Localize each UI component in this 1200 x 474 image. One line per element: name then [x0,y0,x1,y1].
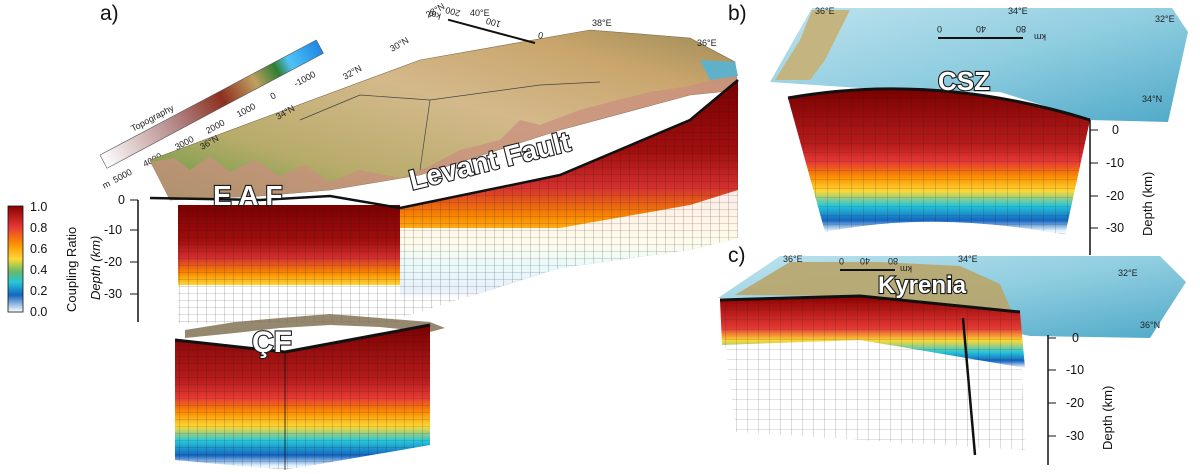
panel-b-letter: b) [728,2,747,25]
panel-a: a) 5000 4000 3000 2000 1000 0 -1000 Topo… [88,1,739,470]
coupling-tick-0.6: 0.6 [30,242,47,256]
topo-tick-0: 0 [268,90,277,101]
cf-block [174,314,445,470]
lon-b-36: 36°E [815,6,835,16]
coupling-tick-0.8: 0.8 [30,221,47,235]
lon-b-32: 32°E [1155,14,1175,24]
depth-b-0: 0 [1112,123,1119,137]
kyrenia-fault-branch [961,317,977,456]
land-b [775,10,850,80]
depth-b-30: -30 [1106,221,1124,235]
panel-c-letter: c) [728,244,746,267]
panel-a-letter: a) [100,2,119,25]
depth-a-label: Depth (km) [88,236,103,300]
lon-c-32: 32°E [1118,268,1138,278]
depth-axis-a: 0 -10 -20 -30 Depth (km) [88,193,139,322]
scale-a-100: 100 [485,16,502,30]
csz-trench [787,87,1091,122]
map-surface-b [770,8,1188,122]
lon-b-34: 34°E [1008,6,1028,16]
depth-c-10: -10 [1066,363,1084,377]
coupling-tick-0.4: 0.4 [30,263,47,277]
lon-label-40: 40°E [470,8,490,18]
eaf-block [149,194,401,323]
scale-a-0: 0 [537,30,544,41]
scale-a-200: 200 [444,5,461,19]
depth-c-label: Depth (km) [1100,386,1115,450]
scale-b-40: 40 [976,24,986,34]
depth-b-10: -10 [1106,156,1124,170]
kyrenia-trace [719,294,1021,314]
scale-bar-a: 0 100 200 km [428,5,544,44]
depth-axis-b: 0 -10 -20 -30 Depth (km) [1089,120,1155,255]
eaf-label: E A F [213,180,282,211]
scale-b-0: 0 [937,24,942,34]
mountain-ridge [150,66,738,200]
lon-c-34: 34°E [958,254,978,264]
depth-a-20: -20 [104,255,122,269]
csz-label: CSZ [938,66,990,96]
lat-label-30: 30°N [388,35,410,54]
coupling-colorbar: 1.0 0.8 0.6 0.4 0.2 0.0 Coupling Ratio [7,200,79,319]
lon-label-38: 38°E [592,18,612,28]
border-lines [299,81,601,171]
depth-axis-c: 0 -10 -20 -30 Depth (km) [1047,331,1115,465]
depth-a-10: -10 [104,223,122,237]
kyrenia-label: Kyrenia [878,272,967,299]
coupling-colorbar-label: Coupling Ratio [64,227,79,312]
lat-c-36: 36°N [1140,320,1160,330]
depth-c-30: -30 [1066,429,1084,443]
coupling-tick-1.0: 1.0 [30,200,47,214]
topo-unit-label: m [101,178,112,190]
scale-b-unit: km [1034,32,1046,42]
land-c [735,262,1012,312]
scale-bar-c: 0 40 80 km [839,256,912,274]
depth-a-30: -30 [104,287,122,301]
depth-a-0: 0 [118,193,125,207]
csz-grid [788,88,1090,235]
depth-c-20: -20 [1066,396,1084,410]
depth-b-20: -20 [1106,189,1124,203]
scale-c-0: 0 [839,256,844,266]
depth-b-label: Depth (km) [1140,172,1155,236]
lat-label-32: 32°N [341,63,363,82]
scale-b-80: 80 [1016,24,1026,34]
panel-b: b) 36°E 34°E 32°E 34°N 0 40 80 km CSZ 0 … [728,2,1188,255]
sea-strip-a [700,60,738,80]
scale-c-40: 40 [860,256,870,266]
depth-c-0: 0 [1072,331,1079,345]
topo-tick-1000: 1000 [235,101,257,119]
kyrenia-grid [720,296,1025,450]
levant-fault-block [399,79,739,318]
topo-tick-5000: 5000 [111,167,133,185]
coupling-tick-0.2: 0.2 [30,284,47,298]
scale-c-80: 80 [888,256,898,266]
coupling-tick-0.0: 0.0 [30,305,47,319]
scale-a-unit: km [428,9,442,22]
topo-tick-neg1000: -1000 [292,69,317,89]
scale-bar-b: 0 40 80 km [937,24,1046,42]
lat-b-34: 34°N [1142,94,1162,104]
panel-c: c) 36°E 34°E 32°E 36°N 0 40 80 km Kyreni… [718,244,1186,465]
scale-c-unit: km [900,264,912,274]
cf-label: ÇF [252,326,292,359]
lon-label-36: 36°E [697,38,717,48]
lon-c-36: 36°E [783,254,803,264]
